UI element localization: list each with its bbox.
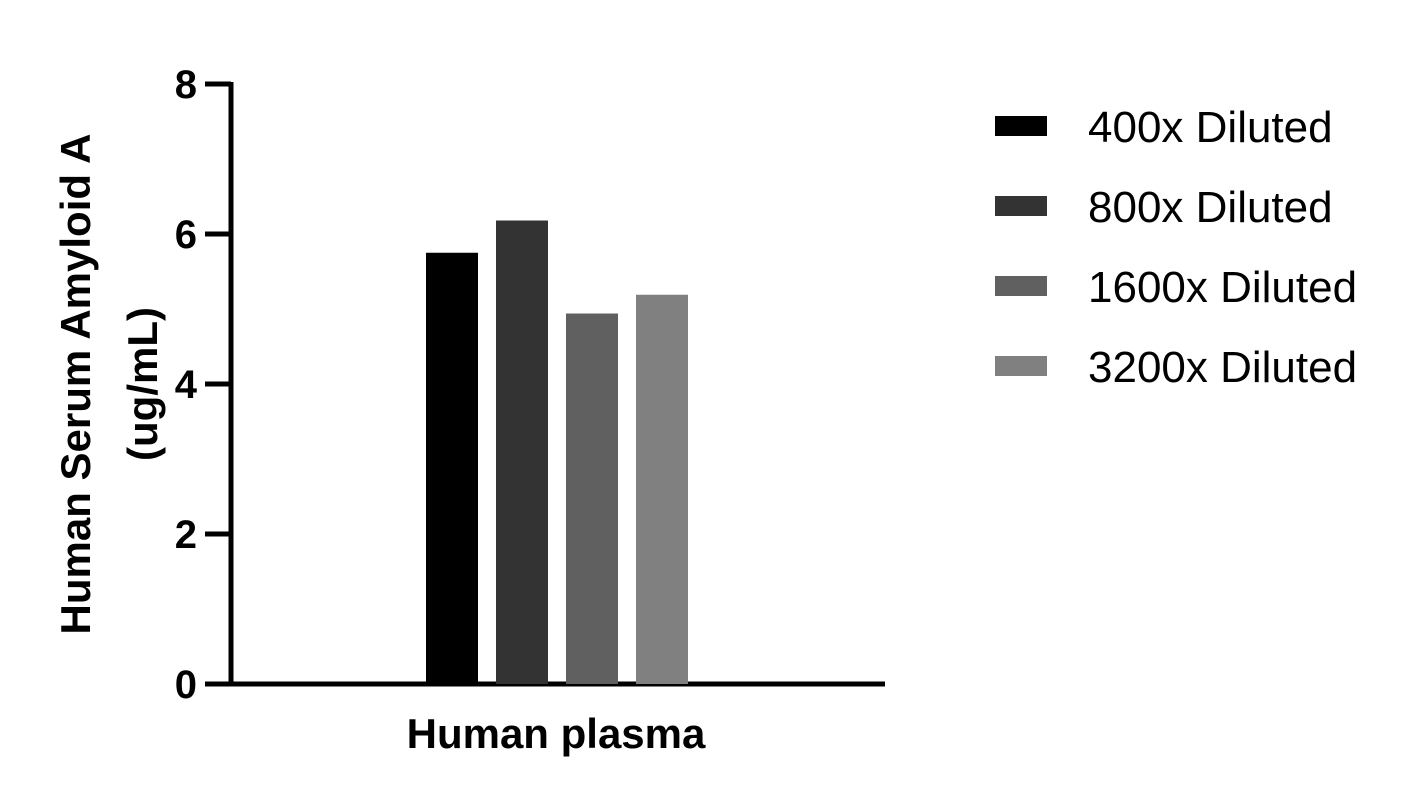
legend: 400x Diluted 800x Diluted 1600x Diluted 320… [995,103,1357,392]
bars-group [426,220,688,684]
legend-label: 800x Diluted [1088,183,1333,232]
y-axis-title-line1: Human Serum Amyloid A [52,134,99,635]
legend-swatch [995,356,1047,376]
y-tick-label: 6 [175,213,197,257]
y-axis-ticks: 0 2 4 6 8 [175,63,231,707]
y-tick-label: 8 [175,63,197,107]
bar-400x-diluted [426,252,478,684]
bar-800x-diluted [496,220,548,684]
y-axis-title: Human Serum Amyloid A (ug/mL) [52,134,166,635]
x-axis-title: Human plasma [407,710,706,757]
legend-swatch [995,276,1047,296]
legend-swatch [995,116,1047,136]
y-tick-label: 0 [175,663,197,707]
legend-label: 3200x Diluted [1088,343,1357,392]
legend-label: 1600x Diluted [1088,263,1357,312]
y-tick-label: 2 [175,513,197,557]
bar-3200x-diluted [636,294,688,684]
legend-swatch [995,196,1047,216]
y-tick-label: 4 [175,363,198,407]
bar-1600x-diluted [566,313,618,684]
legend-label: 400x Diluted [1088,103,1333,152]
y-axis-title-line2: (ug/mL) [119,307,166,461]
